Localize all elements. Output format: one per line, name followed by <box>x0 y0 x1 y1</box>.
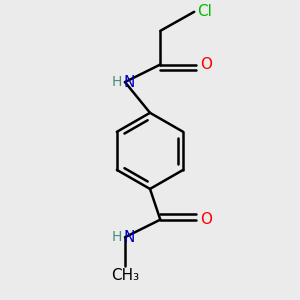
Text: O: O <box>200 57 212 72</box>
Text: N: N <box>124 75 135 90</box>
Text: H: H <box>112 75 122 89</box>
Text: N: N <box>124 230 135 245</box>
Text: Cl: Cl <box>197 4 212 19</box>
Text: O: O <box>200 212 212 227</box>
Text: H: H <box>112 230 122 244</box>
Text: CH₃: CH₃ <box>111 268 139 283</box>
